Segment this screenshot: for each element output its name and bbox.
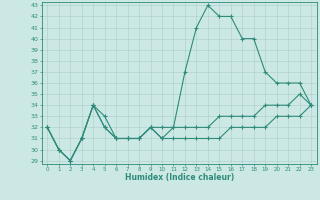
X-axis label: Humidex (Indice chaleur): Humidex (Indice chaleur) xyxy=(124,173,234,182)
